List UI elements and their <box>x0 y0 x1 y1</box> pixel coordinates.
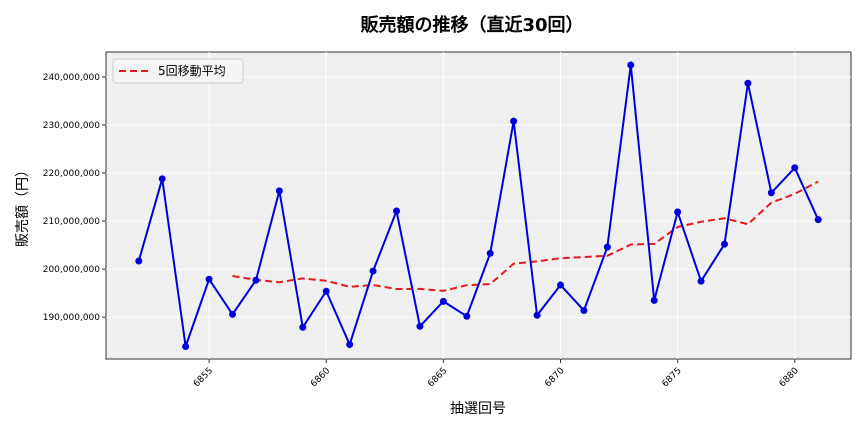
data-point <box>674 208 682 216</box>
x-tick-label: 6870 <box>543 366 566 389</box>
legend: 5回移動平均 <box>112 58 244 84</box>
legend-label: 5回移動平均 <box>158 64 226 78</box>
data-point <box>416 322 424 330</box>
x-tick-label: 6855 <box>192 366 215 389</box>
data-point <box>158 175 166 183</box>
y-tick-label: 210,000,000 <box>43 217 101 227</box>
sales-markers <box>135 61 822 351</box>
x-axis-label: 抽選回号 <box>450 401 506 417</box>
sales-line <box>137 64 820 348</box>
data-point <box>533 311 541 319</box>
plot-area <box>105 51 852 360</box>
data-point <box>627 61 635 69</box>
x-tick-label: 6860 <box>309 366 332 389</box>
data-point <box>322 287 330 295</box>
y-tick-label: 230,000,000 <box>43 121 101 131</box>
y-tick-label: 190,000,000 <box>43 313 101 323</box>
data-point <box>767 189 775 197</box>
data-point <box>205 275 213 283</box>
x-tick-label: 6875 <box>660 366 683 389</box>
y-tick-label: 220,000,000 <box>43 169 101 179</box>
data-point <box>135 257 143 265</box>
y-axis-ticks: 190,000,000 200,000,000 210,000,000 220,000… <box>43 73 106 323</box>
data-point <box>393 207 401 215</box>
data-point <box>346 341 354 349</box>
data-point <box>720 240 728 248</box>
data-point <box>744 79 752 87</box>
data-point <box>510 117 518 125</box>
data-point <box>650 296 658 304</box>
data-point <box>580 306 588 314</box>
data-point <box>229 310 237 318</box>
data-point <box>603 243 611 251</box>
y-axis-label: 販売額（円） <box>15 163 31 247</box>
x-tick-label: 6865 <box>426 366 449 389</box>
data-point <box>486 249 494 257</box>
data-point <box>439 297 447 305</box>
y-tick-label: 200,000,000 <box>43 265 101 275</box>
data-point <box>275 187 283 195</box>
chart-title: 販売額の推移（直近30回） <box>360 14 583 36</box>
y-tick-label: 240,000,000 <box>43 73 101 83</box>
data-point <box>697 277 705 285</box>
x-axis-ticks: 6855 6860 6865 6870 6875 6880 <box>192 359 801 389</box>
data-point <box>182 343 190 351</box>
data-point <box>814 216 822 224</box>
data-point <box>556 281 564 289</box>
legend-box <box>112 58 244 84</box>
x-tick-label: 6880 <box>778 366 801 389</box>
moving-average-line <box>232 180 819 292</box>
data-point <box>791 164 799 172</box>
data-point <box>369 267 377 275</box>
data-point <box>463 312 471 320</box>
data-point <box>299 323 307 331</box>
data-point <box>252 276 260 284</box>
